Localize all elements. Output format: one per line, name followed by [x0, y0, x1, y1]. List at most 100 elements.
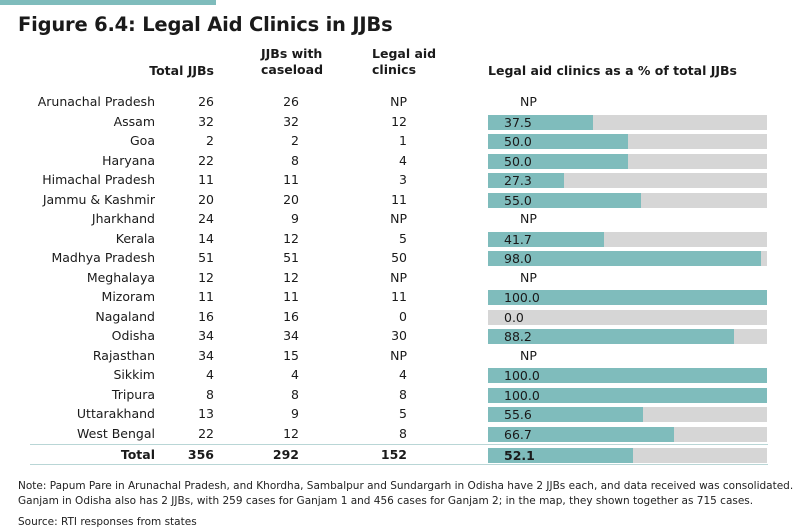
- state-name: Total: [120, 447, 155, 462]
- percent-bar: [488, 407, 644, 422]
- state-name: Sikkim: [113, 367, 155, 382]
- percent-bar: [488, 426, 675, 442]
- total-divider-bottom: [30, 464, 768, 465]
- state-name: Himachal Pradesh: [42, 172, 155, 187]
- total-jjbs-value: 22: [198, 152, 214, 168]
- state-name: Uttarakhand: [76, 406, 155, 421]
- caseload-value: 8: [291, 152, 299, 168]
- caseload-value: 51: [283, 250, 299, 265]
- percent-value-label: 52.1: [504, 448, 535, 463]
- percent-bar: [488, 329, 735, 344]
- percent-bar: [488, 231, 605, 247]
- percent-np-label: NP: [520, 269, 537, 285]
- percent-bar-track: 41.7: [488, 231, 767, 247]
- percent-value-label: 55.6: [504, 407, 532, 422]
- note-line-2: Ganjam in Odisha also has 2 JJBs, with 2…: [18, 495, 754, 507]
- clinics-value: NP: [390, 211, 407, 226]
- clinics-value: 3: [399, 172, 407, 187]
- percent-bar-track: 100.0: [488, 290, 767, 305]
- header-jjbs-with-caseload: JJBs with caseload: [261, 46, 324, 77]
- clinics-value: 152: [380, 447, 407, 462]
- state-name: Assam: [113, 113, 155, 129]
- percent-value-label: 55.0: [504, 192, 532, 208]
- percent-bar: [488, 134, 628, 149]
- header-legal-aid-clinics: Legal aid clinics: [372, 46, 437, 77]
- percent-value-label: 50.0: [504, 153, 532, 169]
- percent-value-label: 66.7: [504, 426, 532, 442]
- state-name: Jharkhand: [91, 211, 155, 226]
- percent-value-label: 41.7: [504, 231, 532, 247]
- percent-value-label: 98.0: [504, 251, 532, 266]
- clinics-value: NP: [390, 269, 407, 285]
- header-percent-of-total: Legal aid clinics as a % of total JJBs: [488, 63, 737, 78]
- percent-bar-track: 50.0: [488, 153, 767, 169]
- state-name: Goa: [130, 133, 155, 148]
- percent-bar: [488, 448, 634, 463]
- figure-title: Figure 6.4: Legal Aid Clinics in JJBs: [18, 13, 393, 36]
- percent-np-label: NP: [520, 211, 537, 226]
- percent-bar-track: 27.3: [488, 173, 767, 188]
- percent-bar-track: 52.1: [488, 448, 767, 463]
- clinics-value: 11: [391, 191, 407, 207]
- caseload-value: 32: [283, 113, 299, 129]
- percent-value-label: 100.0: [504, 290, 540, 305]
- clinics-value: 4: [399, 152, 407, 168]
- clinics-value: 12: [391, 113, 407, 129]
- state-name: Madhya Pradesh: [51, 250, 155, 265]
- total-jjbs-value: 51: [198, 250, 214, 265]
- state-name: Odisha: [111, 328, 155, 343]
- state-name: Tripura: [111, 386, 155, 402]
- state-name: West Bengal: [77, 425, 155, 441]
- percent-bar-track: 98.0: [488, 251, 767, 266]
- caseload-value: 16: [283, 308, 299, 324]
- state-name: Meghalaya: [86, 269, 155, 285]
- source-note: Source: RTI responses from states: [18, 516, 197, 528]
- percent-bar-track: 55.6: [488, 407, 767, 422]
- state-name: Rajasthan: [92, 347, 155, 363]
- clinics-value: 8: [399, 425, 407, 441]
- caseload-value: 12: [283, 230, 299, 246]
- state-name: Haryana: [102, 152, 155, 168]
- caseload-value: 11: [283, 172, 299, 187]
- total-jjbs-value: 13: [198, 406, 214, 421]
- state-name: Nagaland: [95, 308, 155, 324]
- total-divider-top: [30, 444, 768, 445]
- clinics-value: 1: [399, 133, 407, 148]
- total-jjbs-value: 356: [187, 447, 214, 462]
- clinics-value: 8: [399, 386, 407, 402]
- percent-value-label: 100.0: [504, 368, 540, 383]
- total-jjbs-value: 34: [198, 328, 214, 343]
- percent-bar: [488, 290, 767, 305]
- total-jjbs-value: 16: [198, 308, 214, 324]
- clinics-value: 5: [399, 230, 407, 246]
- percent-bar: [488, 114, 593, 130]
- percent-bar: [488, 368, 767, 383]
- caseload-value: 292: [272, 447, 299, 462]
- percent-value-label: 88.2: [504, 329, 532, 344]
- percent-bar: [488, 173, 565, 188]
- caseload-value: 9: [291, 211, 299, 226]
- percent-bar: [488, 153, 628, 169]
- total-jjbs-value: 8: [206, 386, 214, 402]
- state-name: Arunachal Pradesh: [37, 94, 155, 109]
- note-line-1: Note: Papum Pare in Arunachal Pradesh, a…: [18, 480, 794, 492]
- total-jjbs-value: 34: [198, 347, 214, 363]
- percent-bar-track: 37.5: [488, 114, 767, 130]
- percent-np-label: NP: [520, 94, 537, 109]
- state-name: Kerala: [115, 230, 155, 246]
- percent-bar: [488, 251, 762, 266]
- caseload-value: 2: [291, 133, 299, 148]
- total-jjbs-value: 20: [198, 191, 214, 207]
- caseload-value: 12: [283, 269, 299, 285]
- caseload-value: 34: [283, 328, 299, 343]
- total-jjbs-value: 14: [198, 230, 214, 246]
- percent-value-label: 27.3: [504, 173, 532, 188]
- caseload-value: 26: [283, 94, 299, 109]
- percent-value-label: 0.0: [504, 309, 524, 325]
- percent-np-label: NP: [520, 347, 537, 363]
- total-jjbs-value: 26: [198, 94, 214, 109]
- percent-bar-track: 100.0: [488, 368, 767, 383]
- percent-value-label: 50.0: [504, 134, 532, 149]
- percent-bar-track: 55.0: [488, 192, 767, 208]
- total-jjbs-value: 24: [198, 211, 214, 226]
